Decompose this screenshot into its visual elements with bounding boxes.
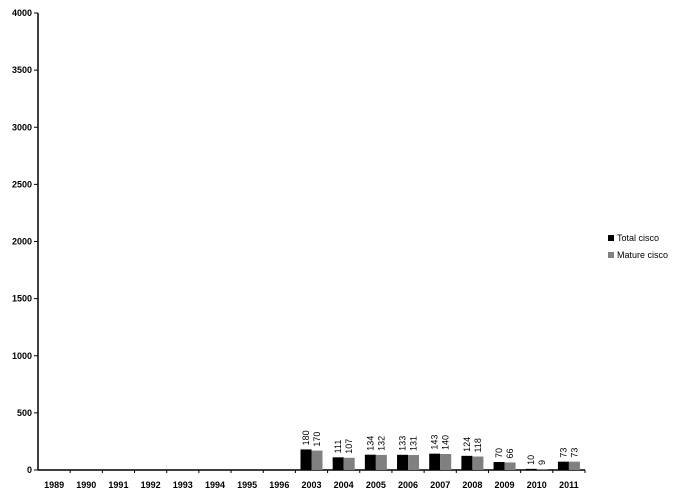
x-tick-label: 2005 xyxy=(366,480,386,490)
bar-total-cisco xyxy=(493,462,505,470)
x-tick-label: 1993 xyxy=(173,480,193,490)
legend-swatch xyxy=(608,235,614,241)
bar-total-cisco xyxy=(557,461,569,470)
y-tick-label: 3500 xyxy=(12,65,32,75)
legend-label: Mature cisco xyxy=(617,250,668,260)
data-label: 118 xyxy=(473,438,483,452)
legend-swatch xyxy=(608,252,614,258)
data-label: 9 xyxy=(537,460,547,465)
bar-mature-cisco xyxy=(568,461,580,470)
data-label: 73 xyxy=(558,448,568,458)
x-tick-label: 2006 xyxy=(398,480,418,490)
bar-mature-cisco xyxy=(343,457,355,470)
x-tick-label: 1992 xyxy=(141,480,161,490)
data-label: 66 xyxy=(505,448,515,458)
y-tick-label: 1000 xyxy=(12,351,32,361)
y-tick-label: 500 xyxy=(17,408,32,418)
bar-total-cisco xyxy=(300,449,312,470)
bar-mature-cisco xyxy=(440,454,452,470)
x-tick-label: 2004 xyxy=(334,480,354,490)
bar-mature-cisco xyxy=(536,468,548,470)
y-tick-label: 2500 xyxy=(12,179,32,189)
data-label: 131 xyxy=(409,436,419,451)
data-label: 107 xyxy=(344,439,354,454)
y-tick-label: 2000 xyxy=(12,237,32,247)
x-tick-label: 1996 xyxy=(269,480,289,490)
x-tick-label: 2009 xyxy=(495,480,515,490)
bar-mature-cisco xyxy=(504,462,516,470)
x-tick-label: 2008 xyxy=(462,480,482,490)
x-tick-label: 2003 xyxy=(301,480,321,490)
y-tick-label: 4000 xyxy=(12,8,32,18)
x-tick-label: 1990 xyxy=(76,480,96,490)
data-label: 132 xyxy=(376,436,386,451)
data-label: 70 xyxy=(494,448,504,458)
bar-total-cisco xyxy=(525,468,537,470)
data-label: 10 xyxy=(526,455,536,465)
data-label: 73 xyxy=(569,448,579,458)
bars xyxy=(300,449,580,470)
y-tick-label: 3000 xyxy=(12,122,32,132)
x-tick-label: 2010 xyxy=(527,480,547,490)
legend: Total cisco Mature cisco xyxy=(608,233,668,260)
bar-mature-cisco xyxy=(375,454,387,470)
data-label: 170 xyxy=(312,432,322,447)
x-tick-label: 1995 xyxy=(237,480,257,490)
data-label: 140 xyxy=(441,435,451,450)
y-axis: 0 500 1000 1500 2000 2500 3000 3500 4000 xyxy=(12,8,39,475)
bar-mature-cisco xyxy=(311,450,323,470)
x-tick-label: 2011 xyxy=(559,480,579,490)
x-tick-label: 2007 xyxy=(430,480,450,490)
data-label: 134 xyxy=(365,436,375,451)
data-label: 133 xyxy=(398,436,408,451)
x-axis: 1989 1990 1991 1992 1993 1994 1995 1996 2003 2004… xyxy=(38,469,586,490)
data-labels: 180 170 111 107 134 132 133 131 143 140 124 118 70 66… xyxy=(301,430,579,465)
legend-label: Total cisco xyxy=(617,233,659,243)
x-tick-label: 1989 xyxy=(44,480,64,490)
bar-total-cisco xyxy=(429,453,441,470)
data-label: 111 xyxy=(333,440,343,454)
bar-total-cisco xyxy=(364,454,376,470)
bar-total-cisco xyxy=(332,457,344,470)
data-label: 180 xyxy=(301,430,311,445)
y-tick-label: 0 xyxy=(27,465,32,475)
bar-total-cisco xyxy=(461,455,473,470)
x-tick-label: 1991 xyxy=(108,480,128,490)
data-label: 124 xyxy=(462,437,472,452)
bar-mature-cisco xyxy=(408,455,420,470)
y-tick-label: 1500 xyxy=(12,294,32,304)
bar-total-cisco xyxy=(397,454,409,470)
x-tick-label: 1994 xyxy=(205,480,225,490)
data-label: 143 xyxy=(430,435,440,450)
bar-mature-cisco xyxy=(472,456,484,470)
